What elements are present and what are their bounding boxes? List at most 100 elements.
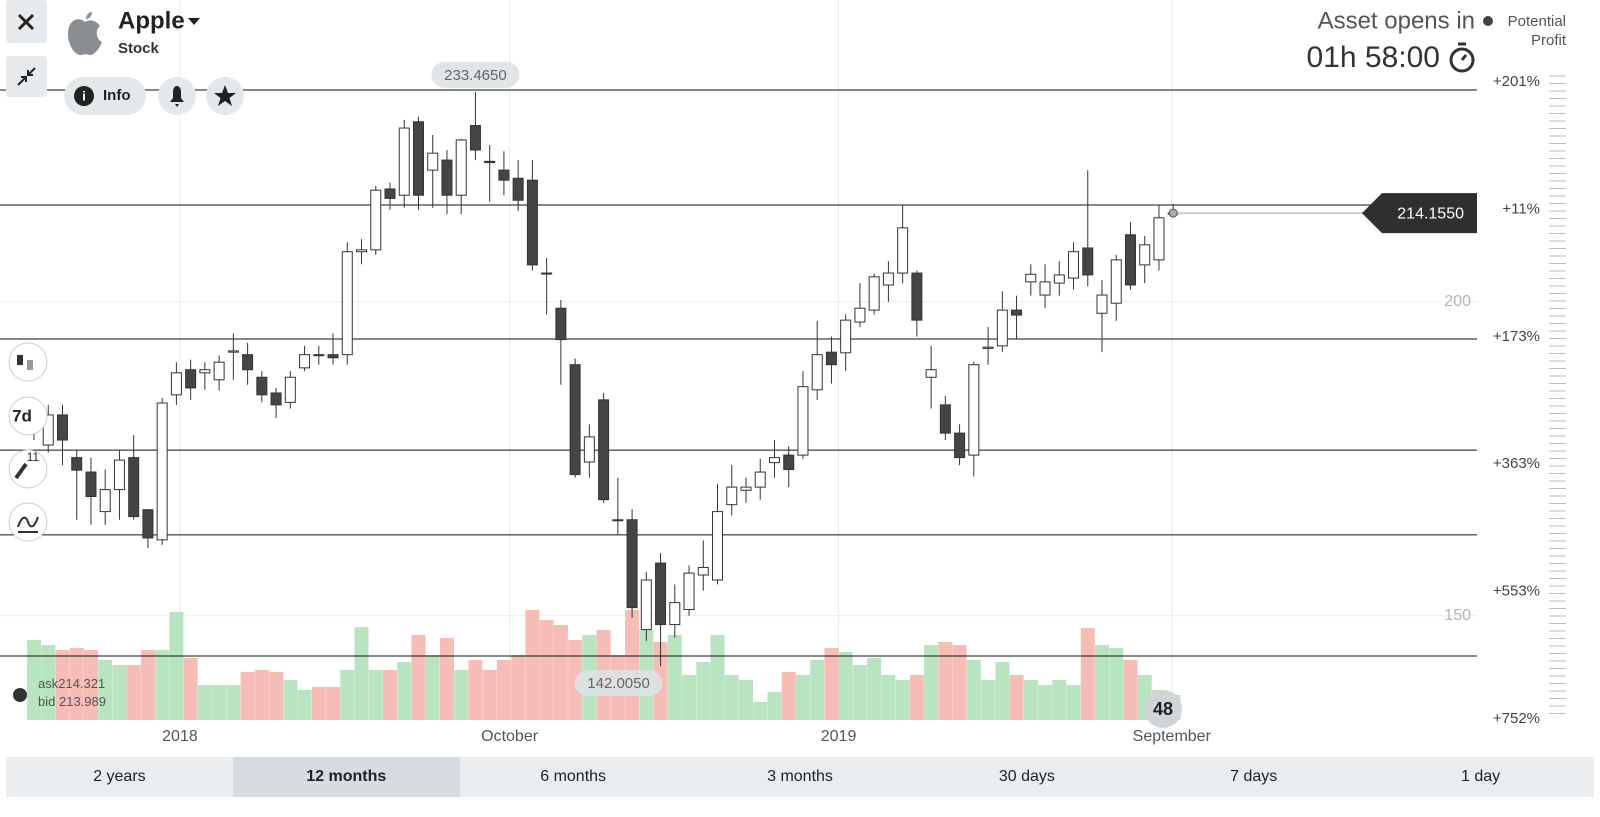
help-icon[interactable] [1483,16,1493,26]
candle-body [626,519,638,609]
chart-type-icon [27,360,33,370]
candle-body [242,354,254,371]
period-label[interactable]: 7d [12,406,32,425]
indicator-icon [17,516,39,533]
volume-bar [739,680,753,720]
candle-body [1139,244,1151,266]
profit-label: +11% [1502,200,1540,217]
candle-body [199,369,211,374]
volume-bar [1080,628,1095,720]
profit-label: +201% [1493,73,1540,90]
x-tick-label: September [1133,728,1212,745]
candle-body [825,351,837,366]
period-tab[interactable]: 12 months [232,757,460,797]
volume-bar [696,662,711,720]
candle-body [1082,247,1094,276]
help-icon[interactable] [13,688,27,702]
volume-bar [625,610,640,720]
volume-bar [482,670,497,720]
volume-bar [539,620,554,720]
volume-bar [326,687,341,720]
candle-body [754,471,766,488]
volume-bar [226,685,241,720]
candle-body [1096,294,1108,314]
volume-bar [966,660,981,720]
candle-body [484,160,496,164]
period-tab[interactable]: 30 days [998,768,1055,785]
y-tick-label: 150 [1444,607,1471,624]
volume-bar [340,670,355,720]
volume-bar [1123,660,1138,720]
candle-body [469,125,481,151]
candle-body [1110,259,1122,304]
volume-bar [867,658,882,720]
volume-bar [354,627,369,720]
candle-body [925,369,937,378]
bid-value: 213.989 [59,694,106,709]
candle-body [370,189,382,251]
candle-body [327,354,339,359]
bid: bid 213.989 [38,694,106,709]
candle-body [384,188,396,199]
volume-bar [496,660,511,720]
volume-bar [1095,645,1109,720]
candle-body [284,376,296,403]
candle-body [99,489,111,513]
candle-body [1025,273,1037,283]
volume-bar [454,670,469,720]
candle-body [882,272,894,286]
volume-bar [83,650,98,720]
volume-bar [1023,680,1038,720]
volume-bar [240,672,255,720]
x-tick-label: October [481,728,539,745]
volume-bar [753,702,768,720]
volume-bar [425,655,440,720]
candle-body [797,386,809,456]
candle-body [299,354,311,369]
volume-bar [197,685,212,720]
candle-body [85,471,97,498]
volume-bar [411,635,426,720]
profit-label: +752% [1493,710,1540,727]
period-tab[interactable]: 6 months [540,768,607,785]
candle-body [712,511,724,581]
candle-body [441,159,453,196]
volume-bar [55,650,70,720]
candle-body [569,364,581,476]
period-button[interactable] [8,396,48,436]
x-tick-label: 2019 [821,728,857,745]
asset-type: Stock [118,40,160,57]
volume-bar [283,680,298,720]
volume-bar [397,662,412,720]
volume-bar [311,687,326,720]
volume-bar [169,612,184,720]
candle-body [71,457,83,471]
draw-tool-button[interactable] [8,449,48,489]
volume-bar [724,675,739,720]
dropdown-caret[interactable] [188,18,200,25]
period-tab[interactable]: 1 day [1461,768,1501,785]
y-tick-label: 200 [1444,293,1471,310]
info-label[interactable]: Info [103,87,131,104]
badge[interactable] [1144,690,1182,728]
volume-bar [795,675,810,720]
period-tab[interactable]: 2 years [93,768,146,785]
asset-name[interactable]: Apple [118,7,185,34]
volume-bar [155,650,170,720]
volume-bar [41,645,56,720]
badge-value[interactable]: 48 [1153,699,1173,719]
volume-bar [254,670,269,720]
info-icon-glyph: i [82,88,86,103]
volume-bar [269,672,284,720]
candle-body [939,404,951,434]
period-tab[interactable]: 7 days [1230,768,1278,785]
candle-body [213,361,225,381]
candle-body [996,309,1008,347]
period-tab[interactable]: 3 months [767,768,833,785]
candle-body [156,402,168,541]
volume-bar [212,685,227,720]
candle-body [683,572,695,611]
current-price-tag-bg [1362,193,1477,234]
candle-body [170,372,182,396]
